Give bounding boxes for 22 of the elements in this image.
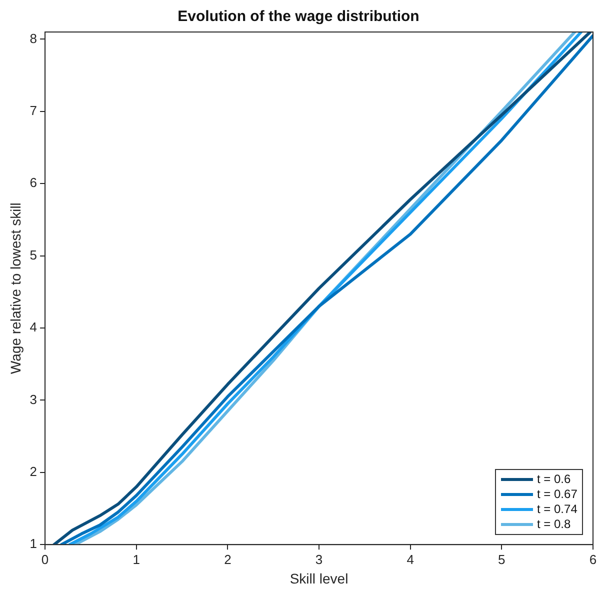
legend-label: t = 0.6 (537, 472, 571, 486)
y-tick-label: 6 (30, 175, 38, 190)
y-tick-label: 2 (30, 464, 38, 479)
x-axis-title: Skill level (290, 570, 348, 586)
x-tick-label: 0 (41, 552, 49, 567)
x-tick-label: 6 (589, 552, 597, 567)
y-tick-label: 8 (30, 30, 38, 46)
x-tick-label: 4 (406, 552, 414, 567)
x-tick-label: 1 (132, 552, 140, 567)
y-tick-label: 7 (30, 102, 38, 118)
x-tick-label: 2 (224, 552, 232, 567)
legend-label: t = 0.67 (537, 487, 578, 502)
y-tick-label: 5 (30, 247, 38, 262)
y-tick-label: 4 (30, 320, 38, 335)
chart-title: Evolution of the wage distribution (178, 8, 420, 26)
legend-label: t = 0.8 (537, 517, 571, 532)
x-tick-label: 3 (315, 552, 323, 567)
y-axis-title: Wage relative to lowest skill (7, 202, 24, 374)
y-tick-label: 3 (30, 392, 38, 407)
x-tick-label: 5 (498, 552, 506, 567)
y-tick-label: 1 (30, 536, 38, 552)
legend-label: t = 0.74 (537, 502, 578, 516)
